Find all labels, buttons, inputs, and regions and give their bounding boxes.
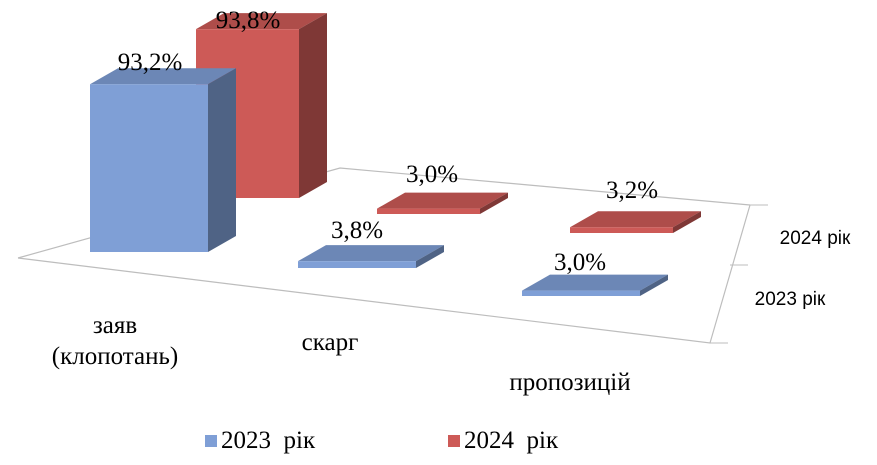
bar-2023-1 [298, 245, 444, 268]
category-label: скарг [302, 329, 359, 356]
data-label: 3,2% [606, 177, 658, 204]
bar-side-face [480, 192, 508, 214]
bar-side-face [416, 245, 444, 268]
bar-2023-0 [90, 68, 236, 253]
bar-front-face [90, 84, 208, 253]
legend-swatch [448, 435, 460, 447]
bar-top-face [522, 274, 668, 291]
bar-side-face [673, 211, 701, 233]
bar-front-face [298, 261, 416, 268]
bar-front-face [522, 290, 640, 296]
data-label: 3,0% [406, 161, 458, 188]
category-label: заяв (клопотань) [52, 312, 178, 370]
data-label: 93,8% [216, 7, 281, 34]
legend-label: 2024 рік [464, 427, 559, 454]
bar-front-face [570, 227, 673, 233]
bar-side-face [640, 274, 668, 296]
data-label: 3,0% [554, 249, 606, 276]
bar-top-face [298, 245, 444, 262]
data-label-group: 93,8% 3,0% 3,2% 93,2% 3,8% 3,0% [118, 7, 658, 276]
bar-top-face [196, 13, 327, 30]
legend: 2023 рік 2024 рік [205, 427, 559, 454]
category-label: пропозицій [509, 369, 630, 396]
data-label: 3,8% [331, 217, 383, 244]
depth-axis-label: 2023 рік [755, 289, 826, 310]
legend-label: 2023 рік [221, 427, 316, 454]
bar-top-face [90, 68, 236, 85]
bar-top-face [377, 192, 508, 209]
depth-axis-label: 2024 рік [780, 228, 851, 249]
bar-2024-1 [377, 192, 508, 214]
bar-2024-2 [570, 211, 701, 233]
bar-2023-2 [522, 274, 668, 296]
bar-side-face [208, 68, 236, 253]
depth-label-group: 2024 рік 2023 рік [755, 228, 851, 310]
bar-front-face [377, 208, 480, 214]
legend-swatch [205, 435, 217, 447]
bar-side-face [299, 13, 327, 198]
data-label: 93,2% [118, 49, 183, 76]
bar-top-face [570, 211, 701, 228]
category-label-group: заяв (клопотань) скарг пропозицій [52, 312, 631, 396]
bar-group [90, 13, 701, 296]
